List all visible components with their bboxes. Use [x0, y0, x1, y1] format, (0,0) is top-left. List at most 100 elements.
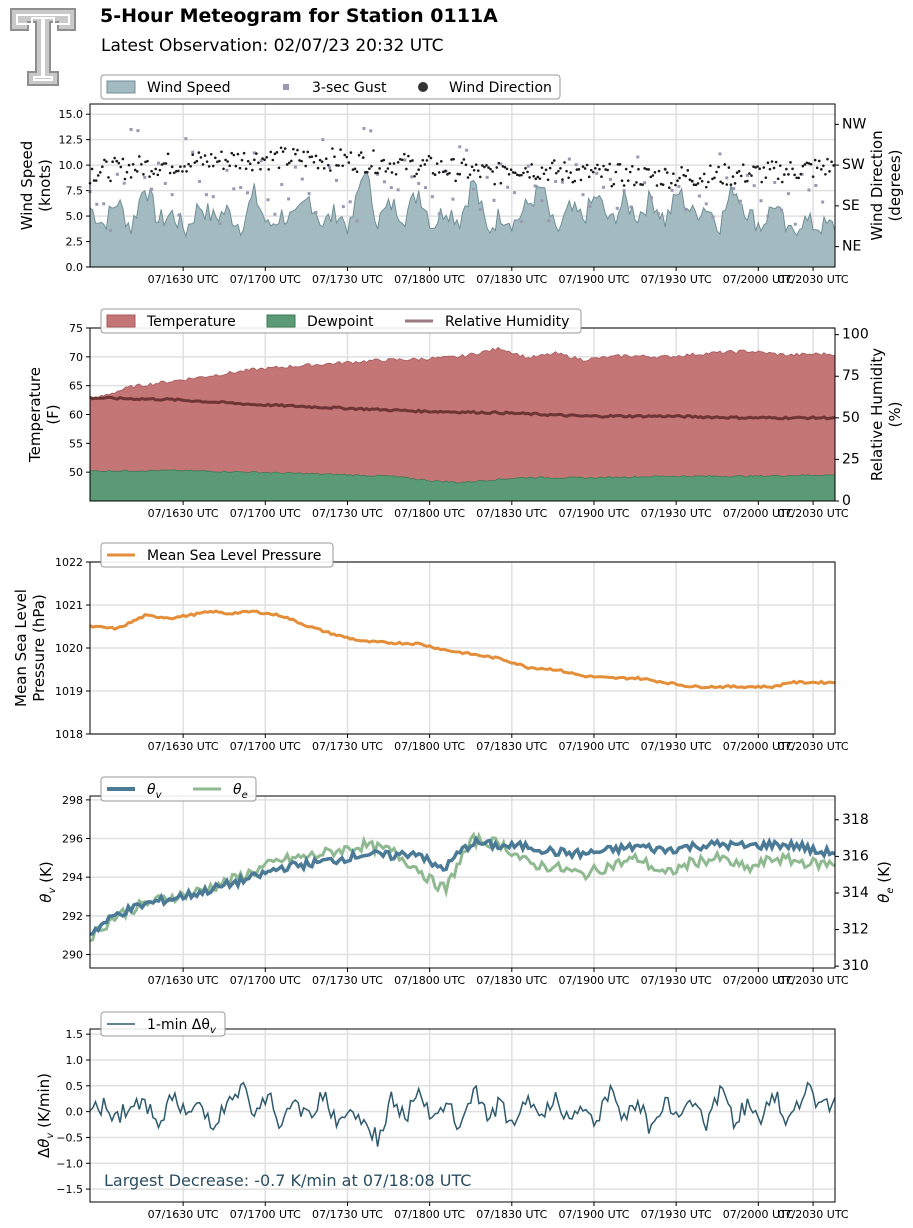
- gust-point: [143, 175, 147, 179]
- wind-direction-point: [347, 161, 351, 164]
- wind-direction-point: [795, 176, 798, 180]
- wind-direction-point: [396, 161, 400, 164]
- gust-point: [355, 219, 359, 223]
- wind-direction-point: [653, 171, 657, 174]
- wind-direction-point: [357, 153, 361, 157]
- gust-point: [588, 204, 592, 208]
- wind-direction-point: [709, 164, 712, 167]
- gust-point: [396, 188, 400, 192]
- wind-direction-point: [694, 183, 698, 187]
- wind-direction-point: [540, 166, 544, 169]
- wind-direction-point: [583, 167, 587, 170]
- gust-point: [533, 184, 537, 188]
- gust-point: [602, 185, 606, 189]
- x-tick-label: 07/1800 UTC: [394, 1208, 465, 1221]
- wind-direction-point: [813, 158, 817, 162]
- wind-direction-point: [639, 183, 642, 186]
- temperature-area: [89, 346, 836, 502]
- wind-direction-point: [294, 152, 297, 156]
- wind-direction-point: [183, 165, 186, 168]
- wind-direction-point: [544, 168, 548, 172]
- y-tick-label: 5.0: [66, 210, 84, 223]
- wind-direction-point: [513, 171, 517, 175]
- gust-point: [595, 171, 599, 175]
- x-tick-label: 07/1700 UTC: [230, 273, 301, 286]
- wind-direction-point: [785, 167, 788, 171]
- wind-direction-point: [737, 169, 741, 173]
- y2-tick-label: 312: [842, 922, 869, 938]
- y-tick-label: 55: [69, 437, 83, 450]
- axis-label-line: Wind Speed: [18, 141, 36, 231]
- largest-decrease-annotation: Largest Decrease: -0.7 K/min at 07/18:08…: [104, 1171, 471, 1190]
- x-tick-label: 07/1800 UTC: [394, 740, 465, 753]
- gust-point: [725, 176, 729, 180]
- wind-direction-point: [162, 162, 166, 165]
- wind-direction-point: [587, 175, 591, 179]
- gust-point: [540, 199, 544, 203]
- wind-direction-point: [287, 161, 291, 165]
- wind-direction-point: [454, 179, 457, 183]
- wind-direction-point: [98, 171, 102, 174]
- wind-direction-point: [421, 158, 425, 162]
- wind-direction-point: [729, 183, 733, 186]
- gust-point: [704, 202, 708, 206]
- wind-direction-point: [179, 165, 182, 168]
- wind-direction-point: [766, 161, 770, 165]
- wind-direction-point: [501, 165, 505, 168]
- gust-point: [677, 185, 681, 189]
- wind-direction-point: [193, 161, 197, 164]
- y-axis-label: Mean Sea Level Pressure (hPa): [12, 589, 48, 707]
- gust-point: [321, 138, 325, 142]
- wind-direction-point: [191, 153, 195, 156]
- wind-direction-point: [731, 175, 735, 178]
- x-tick-label: 07/1930 UTC: [641, 1208, 712, 1221]
- wind-direction-point: [772, 166, 776, 170]
- wind-direction-point: [520, 173, 523, 177]
- mslp-line: [89, 609, 835, 690]
- wind-direction-point: [487, 166, 490, 169]
- wind-direction-point: [526, 170, 529, 174]
- wind-direction-point: [518, 174, 521, 177]
- wind-direction-point: [380, 159, 384, 163]
- gust-point: [191, 150, 195, 154]
- wind-direction-point: [680, 166, 683, 169]
- gust-point: [129, 127, 133, 131]
- wind-direction-point: [119, 165, 123, 169]
- wind-direction-point: [647, 168, 651, 171]
- wind-direction-point: [503, 165, 507, 169]
- wind-direction-point: [546, 178, 550, 182]
- wind-direction-point: [678, 176, 681, 180]
- wind-direction-point: [172, 171, 176, 175]
- y-tick-label: −1.0: [56, 1157, 83, 1170]
- wind-direction-point: [481, 164, 484, 167]
- axis-label-line: (degrees): [886, 149, 904, 221]
- wind-direction-point: [405, 167, 408, 171]
- wind-direction-point: [830, 160, 833, 164]
- wind-direction-point: [711, 177, 714, 181]
- gust-point: [410, 175, 414, 179]
- wind-direction-point: [470, 165, 474, 169]
- gust-point: [150, 187, 154, 191]
- gust-point: [526, 164, 530, 168]
- gust-point: [608, 177, 612, 181]
- gust-point: [204, 193, 208, 197]
- wind-direction-point: [411, 159, 414, 162]
- wind-direction-point: [343, 153, 347, 157]
- gust-point: [629, 205, 633, 209]
- y2-tick-label: 316: [842, 848, 869, 864]
- wind-direction-point: [452, 157, 455, 161]
- wind-direction-point: [292, 147, 295, 151]
- y-tick-label: 1021: [55, 599, 83, 612]
- gust-point: [622, 189, 626, 193]
- axis-label-line: Mean Sea Level: [12, 589, 30, 707]
- y2-tick-label: NW: [842, 116, 866, 132]
- axis-label-line: θv (K): [37, 861, 58, 902]
- gust-point: [170, 193, 174, 197]
- wind-direction-point: [614, 170, 618, 174]
- wind-direction-point: [285, 163, 289, 166]
- gust-point: [670, 188, 674, 192]
- wind-direction-point: [550, 161, 554, 165]
- y-tick-label: 290: [62, 948, 83, 961]
- x-tick-label: 07/1930 UTC: [641, 740, 712, 753]
- wind-direction-point: [283, 147, 287, 150]
